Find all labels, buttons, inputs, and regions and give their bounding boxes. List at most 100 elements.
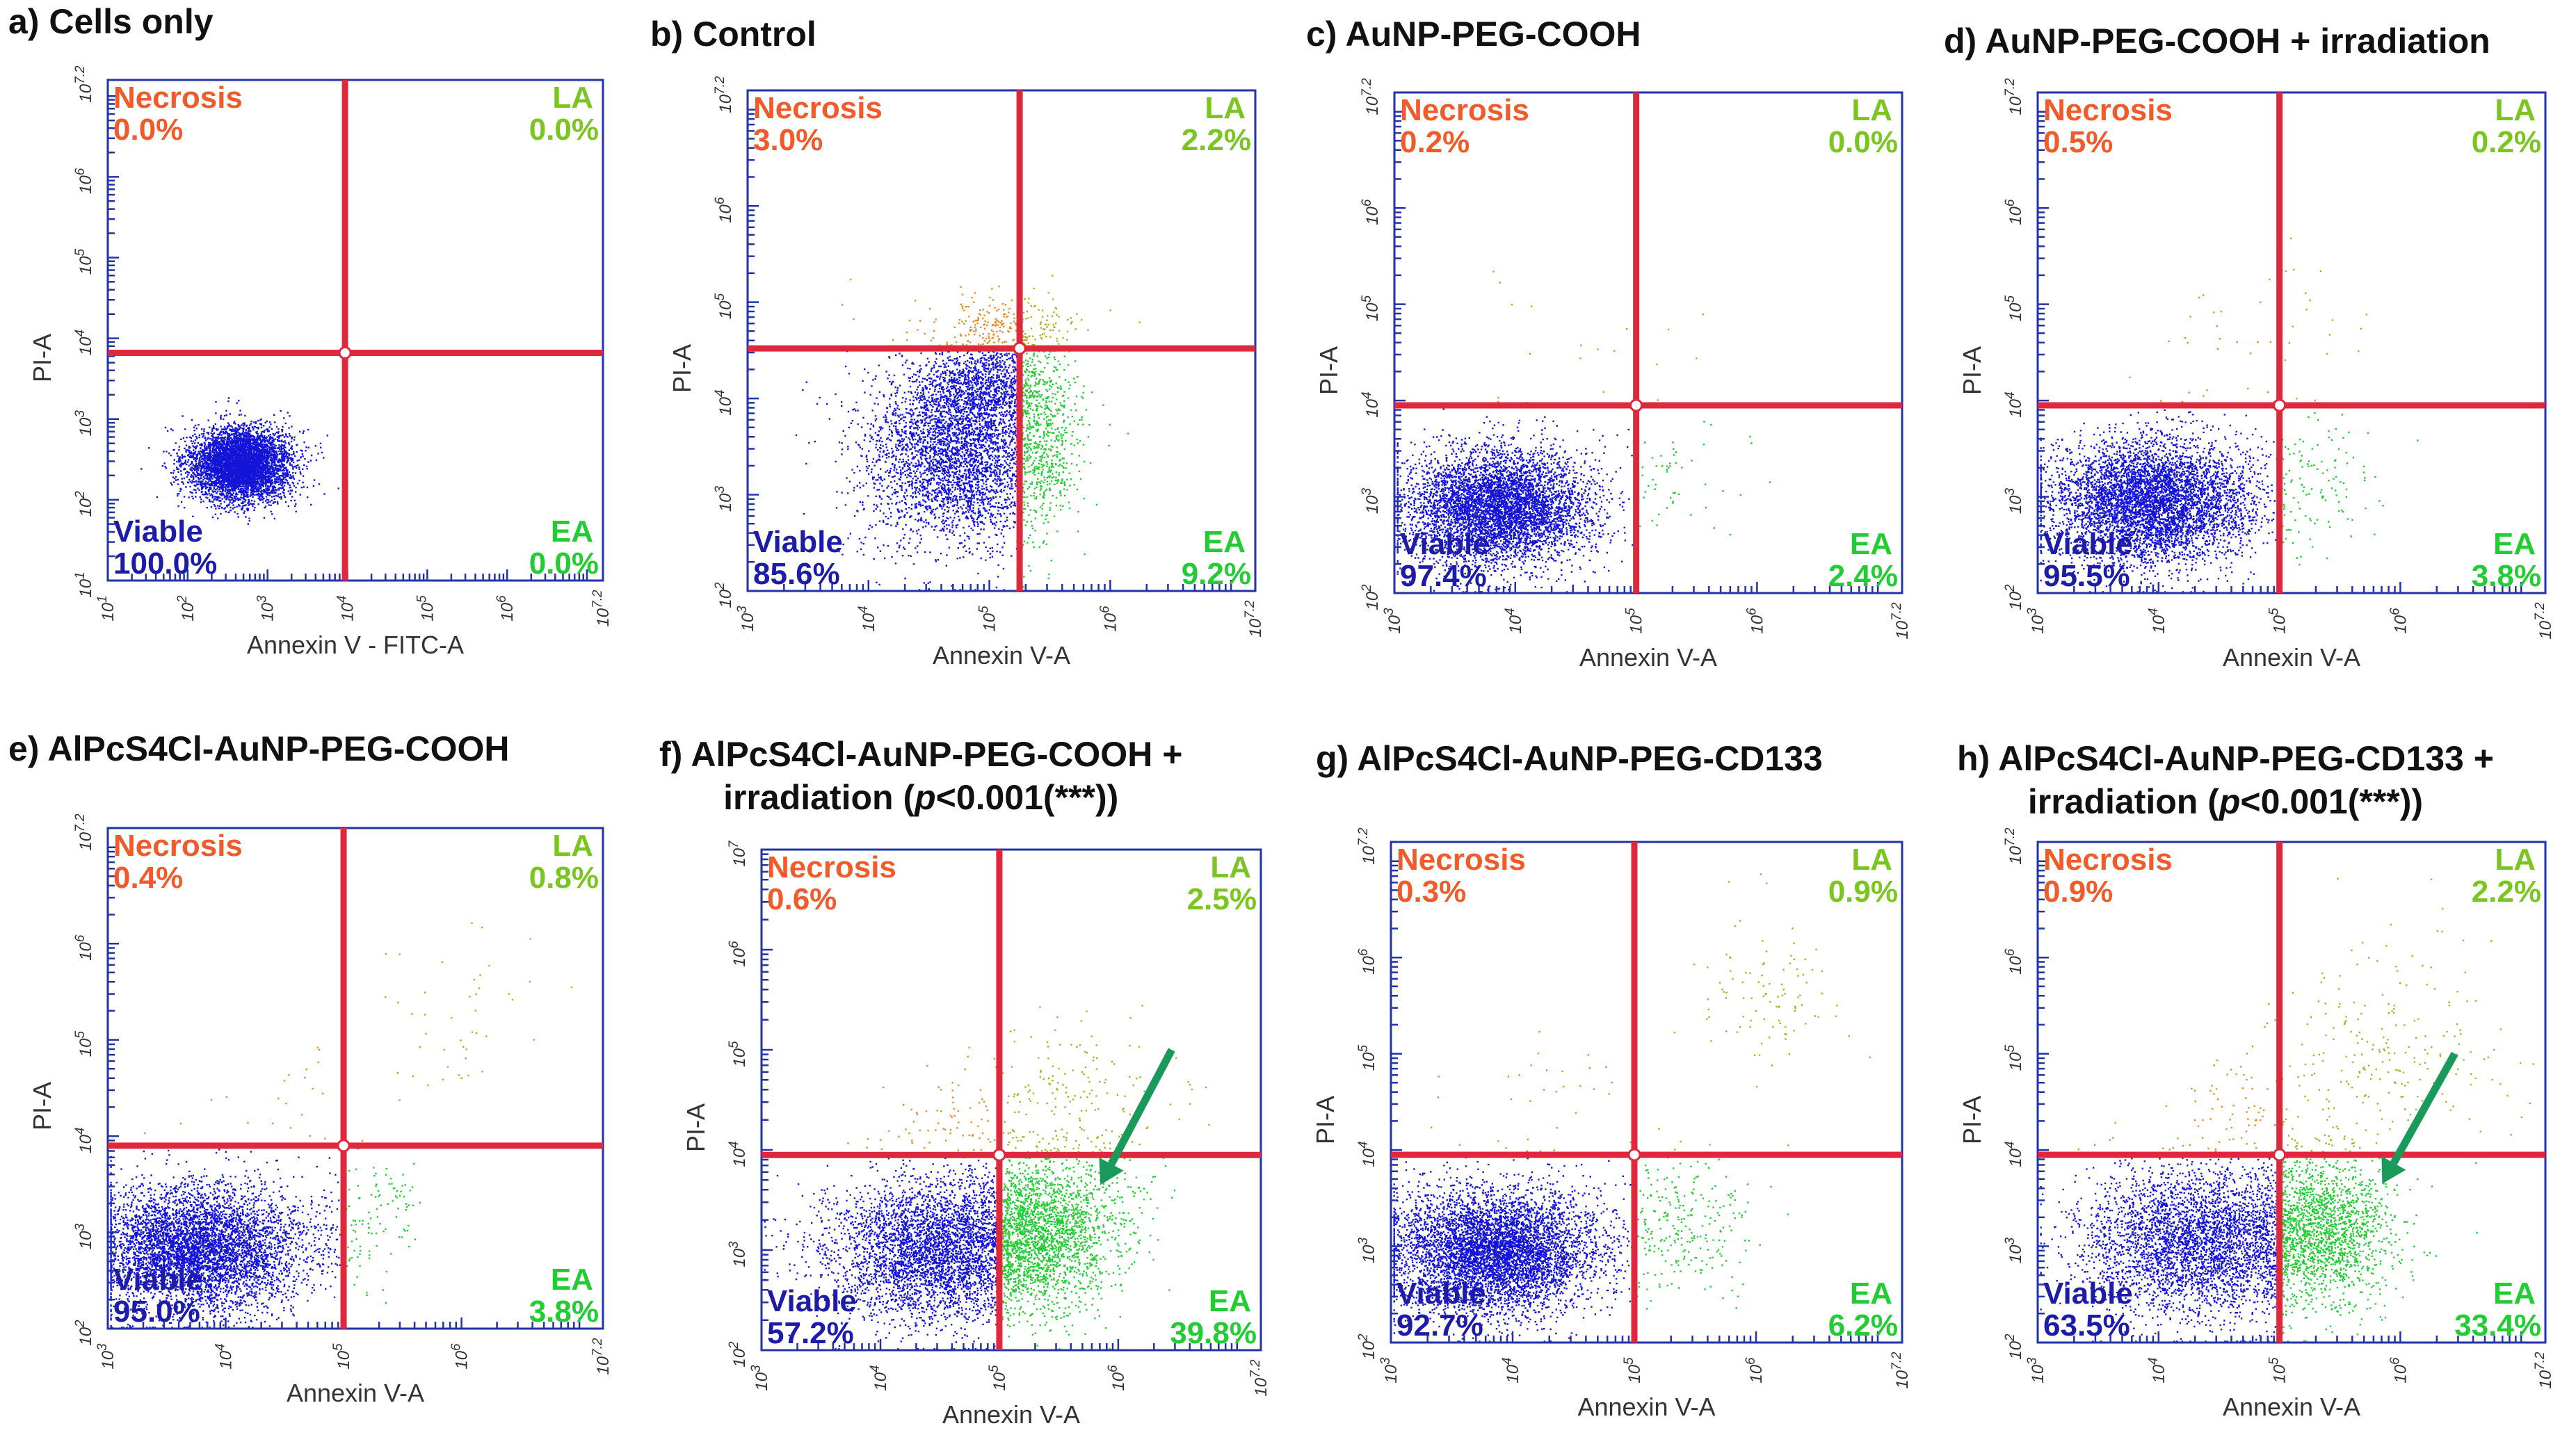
- ea-label: EA: [2493, 527, 2536, 561]
- la-label: LA: [1851, 93, 1892, 127]
- dots-ea: [1636, 405, 1771, 537]
- ea-value: 33.4%: [2454, 1308, 2541, 1343]
- svg-text:107.2: 107.2: [590, 590, 613, 627]
- y-tick-label: 104: [1360, 391, 1382, 417]
- svg-text:104: 104: [1500, 1357, 1522, 1383]
- la-value: 0.2%: [2472, 125, 2541, 159]
- svg-text:104: 104: [214, 1343, 236, 1369]
- y-tick-label: 105: [2003, 295, 2025, 322]
- dots-la: [2280, 877, 2534, 1156]
- dots-viable: [140, 397, 339, 525]
- event-dots: [795, 275, 1141, 591]
- event-dots: [2040, 237, 2419, 593]
- svg-text:105: 105: [73, 1031, 95, 1057]
- y-tick-label: 105: [727, 1041, 749, 1067]
- y-tick-label: 107.2: [1360, 78, 1382, 115]
- svg-text:104: 104: [1503, 608, 1525, 633]
- viable-label: Viable: [2043, 1276, 2133, 1311]
- x-axis-label: Annexin V-A: [1577, 1393, 1715, 1421]
- y-tick-label: 104: [1356, 1141, 1378, 1167]
- svg-text:105: 105: [331, 1343, 353, 1370]
- la-value: 2.2%: [2472, 875, 2541, 909]
- quadrant-gate: [108, 828, 603, 1329]
- x-tick-label: 104: [1500, 1357, 1522, 1383]
- la-value: 0.8%: [529, 861, 599, 895]
- svg-text:105: 105: [73, 248, 95, 275]
- viable-value: 95.0%: [113, 1295, 200, 1329]
- viable-value: 100.0%: [113, 546, 217, 581]
- la-value: 0.9%: [1828, 875, 1898, 909]
- y-tick-label: 103: [713, 485, 735, 512]
- svg-text:107.2: 107.2: [1356, 827, 1378, 865]
- event-dots: [110, 922, 573, 1329]
- y-tick-label: 104: [713, 389, 735, 415]
- y-tick-label: 106: [2003, 948, 2025, 975]
- svg-text:107.2: 107.2: [1890, 602, 1912, 640]
- svg-text:105: 105: [713, 293, 735, 320]
- svg-text:107.2: 107.2: [2003, 78, 2025, 115]
- dots-ea: [2279, 1155, 2478, 1343]
- svg-text:107.2: 107.2: [1360, 78, 1382, 115]
- dots-la: [1658, 873, 1871, 1156]
- x-tick-label: 103: [255, 595, 277, 622]
- svg-text:106: 106: [1106, 1365, 1128, 1391]
- scatter-plot-c: 103104105106107.2102103104105106107.2Ann…: [1314, 78, 1912, 672]
- svg-text:104: 104: [335, 595, 357, 621]
- y-axis-label: PI-A: [1958, 346, 1986, 395]
- svg-text:107.2: 107.2: [73, 65, 95, 103]
- svg-text:105: 105: [1622, 1357, 1644, 1384]
- dots-viable: [110, 1149, 346, 1329]
- ea-label: EA: [2493, 1276, 2536, 1311]
- svg-text:105: 105: [1360, 295, 1382, 322]
- dots-la: [1656, 314, 1704, 401]
- svg-text:105: 105: [727, 1041, 749, 1067]
- y-tick-label: 102: [727, 1341, 749, 1368]
- svg-text:103: 103: [749, 1365, 771, 1391]
- svg-text:106: 106: [449, 1343, 472, 1370]
- viable-label: Viable: [767, 1284, 857, 1318]
- svg-text:107.2: 107.2: [2003, 827, 2025, 865]
- necrosis-label: Necrosis: [1400, 93, 1529, 127]
- highlight-arrow: [1099, 1048, 1175, 1185]
- y-tick-label: 107.2: [2003, 78, 2025, 115]
- svg-text:105: 105: [414, 595, 437, 622]
- svg-text:104: 104: [713, 389, 735, 415]
- svg-text:106: 106: [1097, 606, 1120, 632]
- dots-la: [2284, 237, 2367, 406]
- y-tick-label: 105: [1360, 295, 1382, 322]
- y-tick-label: 107.2: [1356, 827, 1378, 865]
- svg-text:106: 106: [727, 941, 749, 967]
- ea-value: 3.8%: [529, 1295, 599, 1329]
- panel-title-b: b) Control: [650, 15, 816, 54]
- y-tick-label: 102: [2003, 584, 2025, 610]
- svg-text:101: 101: [95, 595, 118, 621]
- y-tick-label: 104: [2003, 1141, 2025, 1167]
- necrosis-value: 0.2%: [1400, 125, 1470, 159]
- svg-text:106: 106: [73, 168, 95, 194]
- gate-handle: [992, 1148, 1006, 1162]
- y-tick-label: 107.2: [713, 76, 735, 113]
- panel-title-e: e) AlPcS4Cl-AuNP-PEG-COOH: [8, 729, 510, 768]
- y-tick-label: 106: [1356, 948, 1378, 975]
- y-tick-label: 105: [73, 248, 95, 275]
- x-axis-label: Annexin V-A: [287, 1379, 424, 1407]
- svg-text:107.2: 107.2: [1890, 1352, 1912, 1389]
- dots-la: [1020, 275, 1141, 350]
- svg-text:103: 103: [713, 485, 735, 512]
- x-tick-label: 106: [1097, 606, 1120, 632]
- svg-text:105: 105: [2003, 1045, 2025, 1071]
- y-tick-label: 106: [73, 934, 95, 961]
- x-tick-label: 107.2: [590, 590, 613, 627]
- dots-necrosis: [2077, 1003, 2278, 1156]
- x-axis-label: Annexin V-A: [2223, 1393, 2360, 1421]
- la-label: LA: [2495, 843, 2536, 877]
- svg-text:107.2: 107.2: [713, 76, 735, 113]
- panel-title-f-line1: f) AlPcS4Cl-AuNP-PEG-COOH +: [659, 735, 1183, 774]
- dots-viable: [1396, 405, 1638, 593]
- svg-text:102: 102: [2003, 584, 2025, 610]
- svg-text:103: 103: [1378, 1357, 1401, 1384]
- scatter-plot-d: 103104105106107.2102103104105106107.2Ann…: [1958, 78, 2555, 672]
- x-tick-label: 105: [2267, 1357, 2289, 1384]
- x-axis-label: Annexin V-A: [942, 1400, 1080, 1429]
- dots-necrosis: [1400, 1030, 1632, 1157]
